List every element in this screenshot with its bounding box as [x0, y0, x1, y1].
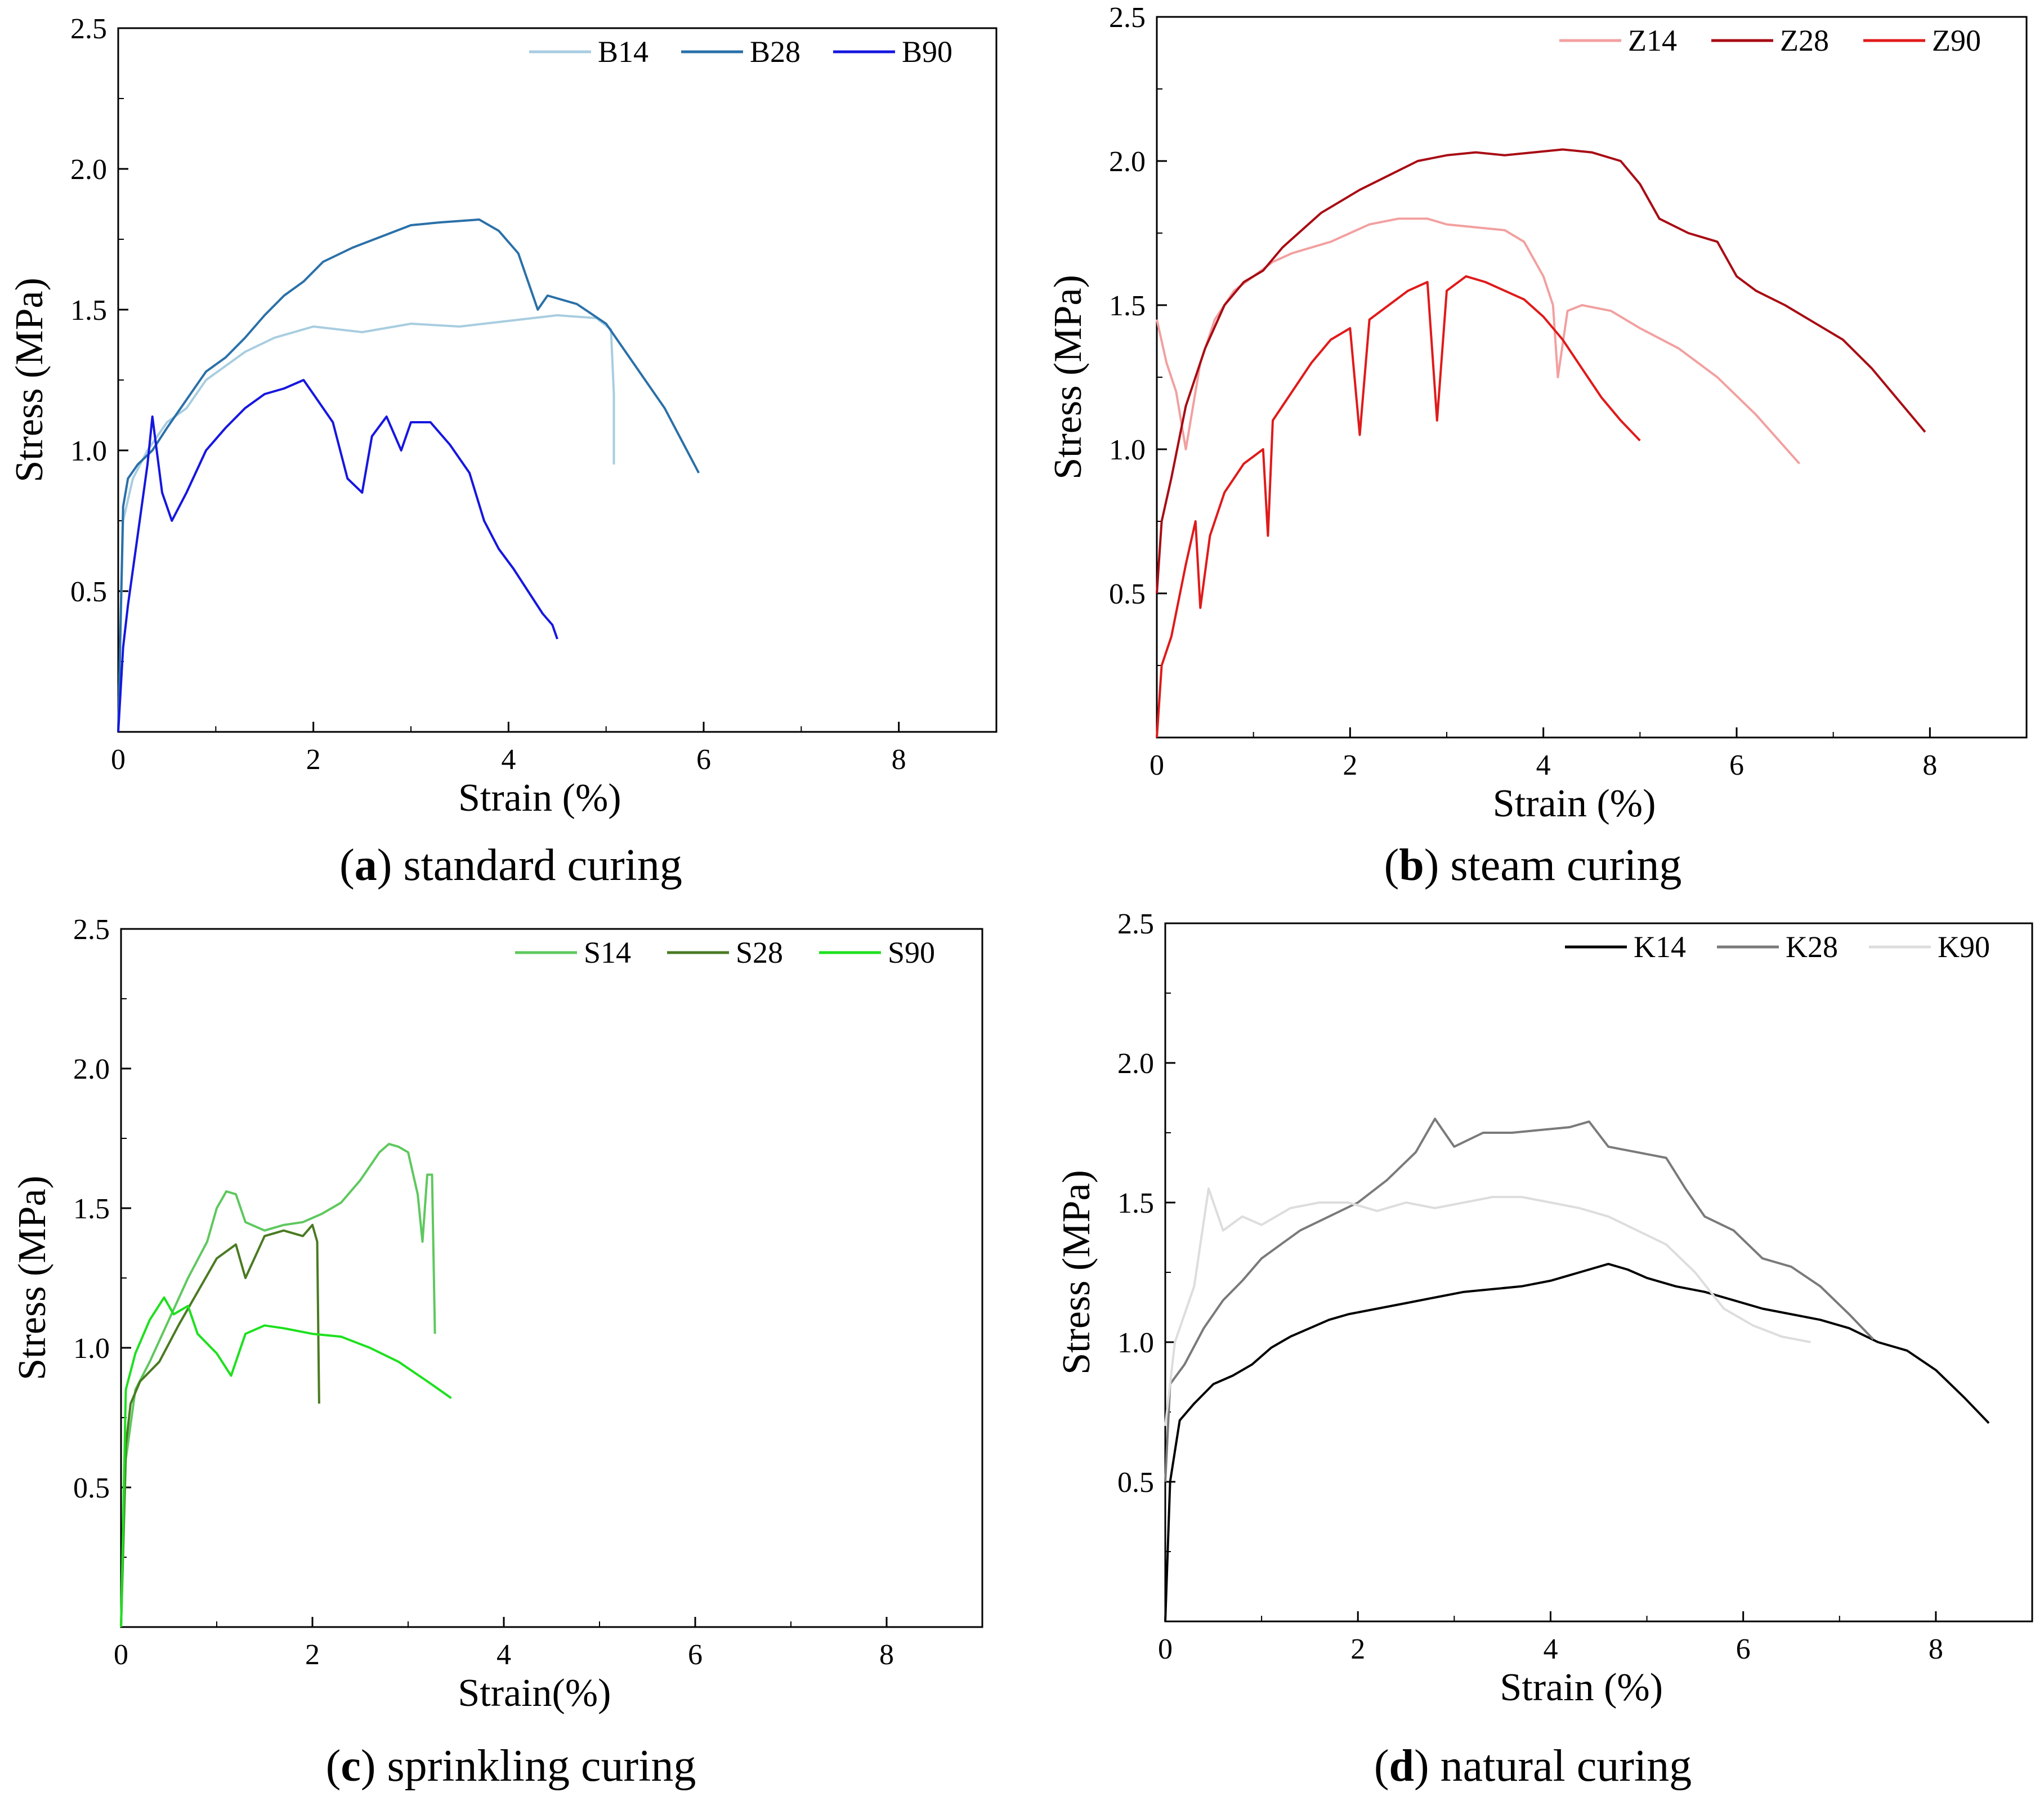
y-axis-label: Stress (MPa) — [1055, 1170, 1098, 1375]
legend-label-K14: K14 — [1634, 930, 1686, 964]
series-line-K28 — [1164, 1118, 1875, 1482]
x-axis-label: Strain (%) — [1500, 1666, 1663, 1709]
y-tick-label: 2.5 — [1109, 2, 1146, 34]
caption-natural-curing: (d) natural curing — [1374, 1741, 1692, 1791]
caption-letter: d — [1389, 1741, 1415, 1791]
y-tick-label: 2.0 — [1109, 146, 1146, 178]
chart-natural-curing: 0 2 4 6 8 0.5 1.0 1.5 2.0 2.5 Strain (%) Stress (MP… — [1055, 908, 2033, 1709]
plot-frame — [1156, 16, 2028, 739]
series-line-S14 — [120, 1142, 436, 1628]
y-tick-label: 2.0 — [1117, 1048, 1154, 1080]
series-line-B14 — [117, 314, 615, 732]
plot-frame — [117, 27, 998, 733]
x-tick-label: 6 — [696, 744, 711, 776]
series-line-B90 — [117, 379, 558, 732]
x-tick-label: 4 — [501, 744, 516, 776]
series-line-K90 — [1164, 1187, 1811, 1427]
series-line-S90 — [120, 1296, 452, 1628]
y-tick-label: 1.5 — [73, 1193, 110, 1225]
caption-standard-curing: (a) standard curing — [339, 841, 682, 890]
x-tick-label: 8 — [1929, 1633, 1943, 1665]
y-axis-label: Stress (MPa) — [8, 278, 51, 482]
x-tick-label: 4 — [1536, 749, 1551, 781]
caption-text: natural curing — [1440, 1741, 1692, 1791]
plot-frame — [1164, 922, 2033, 1623]
series-line-B28 — [117, 218, 700, 732]
x-tick-label: 0 — [111, 744, 126, 776]
legend-label-S14: S14 — [584, 936, 631, 969]
y-axis-label: Stress (MPa) — [11, 1176, 54, 1380]
caption-sprinkling-curing: (c) sprinkling curing — [325, 1741, 696, 1791]
y-tick-label: 0.5 — [1117, 1467, 1154, 1499]
y-tick-label: 2.5 — [1117, 908, 1154, 940]
legend-label-K90: K90 — [1938, 930, 1990, 964]
panel-standard-curing: 0 2 4 6 8 0.5 1.0 1.5 2.0 2.5 Strain (%) Stress (MP… — [0, 0, 1022, 901]
x-tick-label: 2 — [1343, 749, 1357, 781]
x-tick-label: 0 — [1150, 749, 1164, 781]
caption-letter: b — [1399, 841, 1424, 890]
y-tick-label: 1.5 — [70, 294, 107, 327]
series-line-S28 — [120, 1223, 320, 1628]
series-line-K14 — [1164, 1263, 1990, 1622]
legend-label-S28: S28 — [736, 936, 783, 969]
y-tick-label: 1.0 — [1109, 434, 1146, 466]
series-line-Z14 — [1156, 217, 1801, 464]
legend-label-B90: B90 — [902, 35, 952, 69]
x-tick-label: 6 — [1736, 1633, 1751, 1665]
y-tick-label: 0.5 — [73, 1472, 110, 1504]
panel-sprinkling-curing: 0 2 4 6 8 0.5 1.0 1.5 2.0 2.5 Strain(%) Stress (MPa… — [0, 901, 1022, 1801]
legend-label-Z90: Z90 — [1932, 24, 1981, 57]
legend-label-B28: B28 — [750, 35, 800, 69]
legend-label-K28: K28 — [1786, 930, 1838, 964]
x-tick-label: 8 — [1922, 749, 1937, 781]
series-line-Z90 — [1156, 275, 1641, 738]
y-tick-label: 1.0 — [73, 1333, 110, 1365]
chart-steam-curing: 0 2 4 6 8 0.5 1.0 1.5 2.0 2.5 Strain (%) Stress (MP… — [1046, 2, 2028, 825]
chart-standard-curing: 0 2 4 6 8 0.5 1.0 1.5 2.0 2.5 Strain (%) Stress (MP… — [8, 13, 998, 820]
x-tick-label: 6 — [688, 1639, 703, 1671]
caption-text: sprinkling curing — [387, 1741, 696, 1791]
x-tick-label: 2 — [305, 1639, 320, 1671]
y-tick-label: 2.0 — [70, 154, 107, 186]
caption-letter: a — [354, 841, 377, 890]
y-tick-label: 2.5 — [70, 13, 107, 45]
x-tick-label: 2 — [306, 744, 321, 776]
x-axis-label: Strain (%) — [1493, 782, 1656, 825]
x-tick-label: 2 — [1350, 1633, 1365, 1665]
y-tick-label: 1.5 — [1117, 1187, 1154, 1219]
caption-text: steam curing — [1450, 841, 1682, 890]
series-line-Z28 — [1156, 148, 1926, 594]
x-axis-label: Strain(%) — [458, 1672, 611, 1715]
legend-label-B14: B14 — [598, 35, 648, 69]
x-tick-label: 6 — [1729, 749, 1744, 781]
x-tick-label: 8 — [892, 744, 906, 776]
y-tick-label: 2.5 — [73, 914, 110, 946]
y-tick-label: 1.5 — [1109, 290, 1146, 322]
legend-label-Z14: Z14 — [1628, 24, 1677, 57]
x-tick-label: 4 — [497, 1639, 511, 1671]
caption-text: standard curing — [403, 841, 682, 890]
y-axis-label: Stress (MPa) — [1046, 275, 1090, 480]
y-tick-label: 2.0 — [73, 1053, 110, 1085]
x-tick-label: 0 — [1158, 1633, 1173, 1665]
plot-frame — [120, 928, 983, 1628]
panel-steam-curing: 0 2 4 6 8 0.5 1.0 1.5 2.0 2.5 Strain (%) Stress (MP… — [1022, 0, 2044, 901]
y-tick-label: 1.0 — [1117, 1327, 1154, 1359]
x-tick-label: 8 — [879, 1639, 894, 1671]
legend-label-Z28: Z28 — [1780, 24, 1829, 57]
y-tick-label: 0.5 — [1109, 578, 1146, 610]
panel-natural-curing: 0 2 4 6 8 0.5 1.0 1.5 2.0 2.5 Strain (%) Stress (MP… — [1022, 901, 2044, 1801]
y-tick-label: 1.0 — [70, 435, 107, 467]
caption-steam-curing: (b) steam curing — [1384, 841, 1682, 890]
chart-sprinkling-curing: 0 2 4 6 8 0.5 1.0 1.5 2.0 2.5 Strain(%) Stress (MPa… — [11, 914, 983, 1715]
caption-letter: c — [341, 1741, 361, 1791]
x-tick-label: 4 — [1543, 1633, 1558, 1665]
legend-label-S90: S90 — [888, 936, 935, 969]
x-axis-label: Strain (%) — [458, 776, 621, 820]
y-tick-label: 0.5 — [70, 576, 107, 608]
x-tick-label: 0 — [114, 1639, 128, 1671]
